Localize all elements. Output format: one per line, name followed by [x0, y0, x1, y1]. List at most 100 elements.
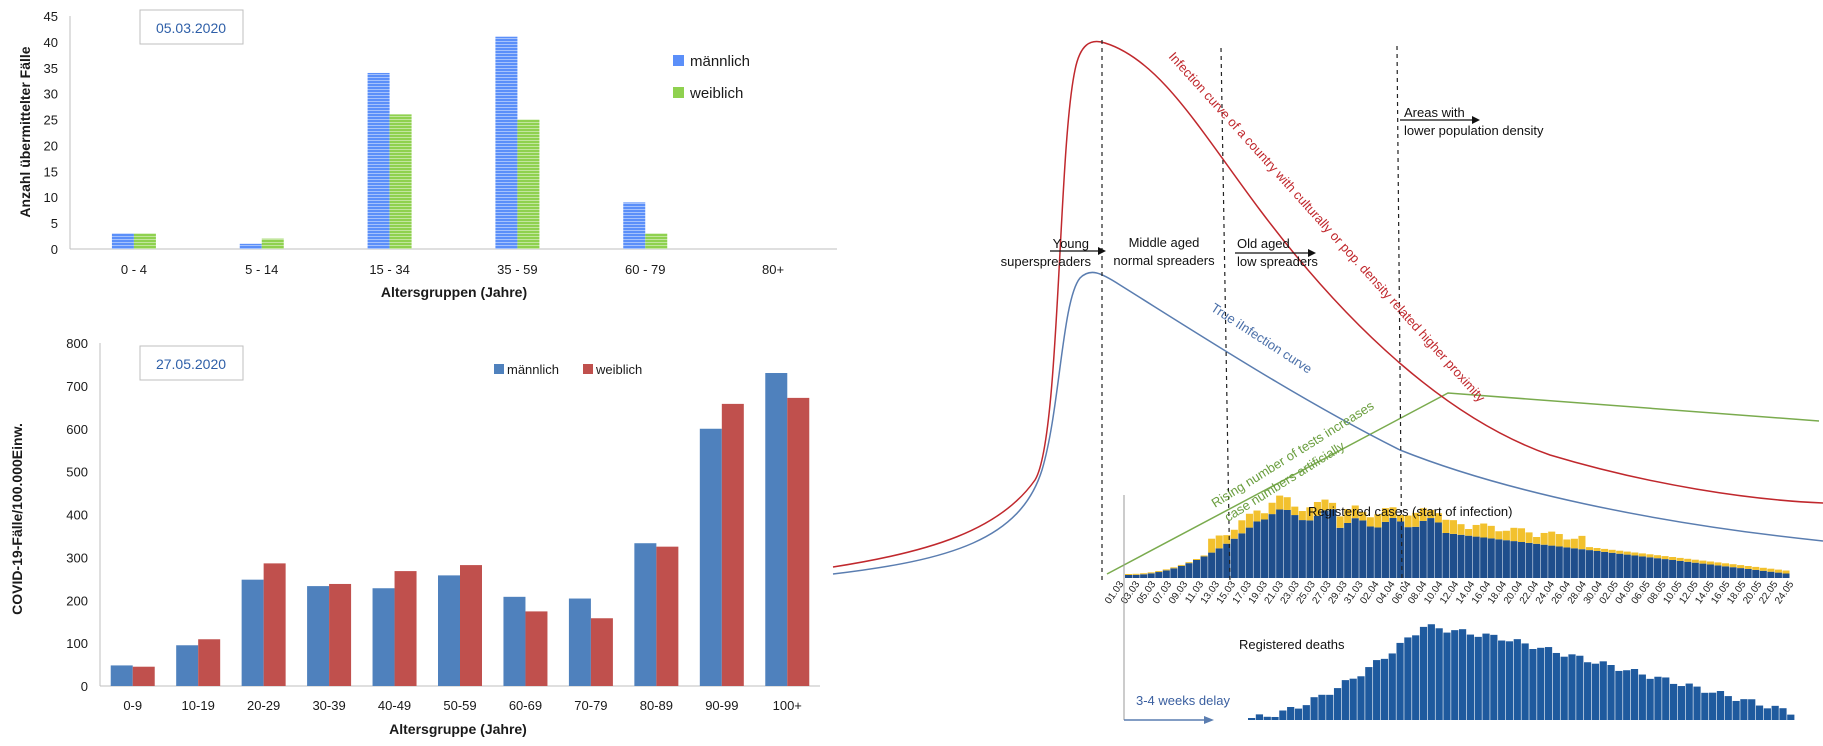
registered-death-bar	[1263, 716, 1271, 720]
registered-death-bar	[1349, 678, 1357, 720]
registered-case-bar	[1442, 533, 1450, 578]
chart2-bar-weiblich	[590, 618, 613, 686]
registered-death-bar	[1458, 629, 1467, 720]
registered-death-bar	[1646, 678, 1654, 720]
registered-case-bar	[1608, 552, 1616, 578]
registered-death-bar	[1396, 642, 1404, 720]
registered-case-increase-bar	[1283, 497, 1291, 510]
registered-case-increase-bar	[1230, 529, 1238, 539]
registered-case-increase-bar	[1729, 564, 1737, 568]
registered-case-increase-bar	[1752, 566, 1760, 570]
registered-death-bar	[1716, 691, 1725, 720]
registered-case-increase-bar	[1434, 513, 1442, 523]
chart2-x-label: Altersgruppe (Jahre)	[389, 721, 527, 737]
test-rise-line	[1106, 392, 1820, 575]
registered-case-bar	[1585, 550, 1594, 578]
registered-case-bar	[1623, 554, 1631, 578]
registered-case-bar	[1449, 533, 1457, 578]
registered-case-bar	[1555, 546, 1563, 578]
chart2-y-tick: 300	[66, 550, 88, 565]
chart2-category-label: 70-79	[574, 698, 607, 713]
registered-case-bar	[1223, 543, 1231, 578]
registered-case-increase-bar	[1404, 515, 1412, 528]
registered-death-bar	[1607, 665, 1615, 720]
registered-death-bar	[1693, 686, 1701, 720]
registered-case-increase-bar	[1706, 561, 1714, 565]
registered-death-bar	[1474, 636, 1482, 720]
registered-case-increase-bar	[1540, 532, 1548, 545]
registered-case-bar	[1699, 563, 1707, 578]
registered-case-increase-bar	[1412, 512, 1420, 527]
chart2-y-tick: 800	[66, 336, 88, 351]
registered-case-increase-bar	[1774, 569, 1782, 573]
registered-case-bar	[1563, 547, 1571, 578]
delay-arrowhead	[1204, 716, 1214, 724]
chart1-date-label: 05.03.2020	[156, 20, 226, 36]
registered-case-increase-bar	[1208, 538, 1216, 553]
registered-case-bar	[1389, 518, 1397, 578]
registered-case-increase-bar	[1155, 571, 1163, 573]
registered-case-bar	[1261, 519, 1269, 578]
registered-case-bar	[1208, 552, 1216, 578]
registered-case-bar	[1472, 536, 1480, 578]
registered-case-bar	[1193, 560, 1201, 578]
registered-case-bar	[1593, 551, 1601, 578]
registered-case-bar	[1404, 527, 1412, 578]
registered-death-bar	[1623, 670, 1631, 720]
registered-death-bar	[1412, 635, 1420, 720]
registered-death-bar	[1763, 708, 1771, 720]
registered-death-bar	[1576, 655, 1584, 720]
registered-case-increase-bar	[1737, 565, 1745, 569]
registered-death-bar	[1490, 634, 1498, 720]
registered-case-increase-bar	[1465, 529, 1473, 536]
registered-case-bar	[1767, 571, 1775, 578]
registered-case-increase-bar	[1661, 556, 1669, 560]
registered-case-increase-bar	[1442, 519, 1450, 533]
registered-case-increase-bar	[1306, 507, 1314, 521]
chart1-date-box	[139, 9, 244, 45]
registered-case-increase-bar	[1608, 549, 1616, 553]
chart1-category-label: 5 - 14	[245, 262, 278, 277]
registered-case-bar	[1381, 521, 1389, 578]
registered-case-bar	[1397, 521, 1405, 578]
registered-case-increase-bar	[1132, 573, 1140, 575]
chart2-date-box	[139, 345, 244, 381]
registered-case-bar	[1744, 569, 1752, 578]
registered-case-increase-bar	[1744, 566, 1752, 569]
registered-case-bar	[1495, 539, 1503, 578]
registered-death-bar	[1333, 688, 1342, 720]
chart2-bar-maennlich	[699, 428, 722, 686]
registered-case-increase-bar	[1291, 506, 1299, 516]
chart2-bar-maennlich	[634, 543, 657, 686]
registered-case-increase-bar	[1570, 538, 1578, 549]
registered-death-bar	[1341, 680, 1349, 720]
registered-case-increase-bar	[1245, 513, 1253, 528]
chart2-legend-weiblich: weiblich	[595, 362, 642, 377]
chart2-category-label: 50-59	[443, 698, 476, 713]
registered-case-bar	[1155, 572, 1163, 578]
registered-case-increase-bar	[1631, 552, 1639, 556]
higher-proximity-curve	[832, 40, 1823, 568]
registered-case-increase-bar	[1502, 530, 1510, 541]
divider-old	[1396, 45, 1403, 585]
registered-case-bar	[1616, 553, 1624, 578]
chart2-legend-swatch-maennlich	[494, 364, 504, 374]
chart1-y-tick: 25	[44, 113, 58, 128]
registered-case-bar	[1359, 520, 1367, 578]
chart2-bar-maennlich	[503, 596, 526, 686]
registered-case-bar	[1669, 560, 1677, 578]
registered-case-increase-bar	[1510, 527, 1518, 542]
blue-curve-label: True iInfection curve	[1208, 300, 1315, 376]
registered-case-bar	[1525, 542, 1533, 578]
registered-case-increase-bar	[1359, 512, 1367, 521]
registered-case-bar	[1774, 572, 1782, 578]
registered-case-increase-bar	[1616, 550, 1624, 554]
registered-case-bar	[1480, 537, 1488, 578]
arrow-areas-icon	[1472, 116, 1480, 124]
registered-case-bar	[1306, 520, 1314, 578]
registered-case-increase-bar	[1329, 502, 1337, 510]
delay-label: 3-4 weeks delay	[1136, 693, 1230, 708]
registered-case-bar	[1517, 542, 1526, 578]
chart1-y-tick: 20	[44, 138, 58, 153]
registered-case-increase-bar	[1321, 499, 1329, 511]
